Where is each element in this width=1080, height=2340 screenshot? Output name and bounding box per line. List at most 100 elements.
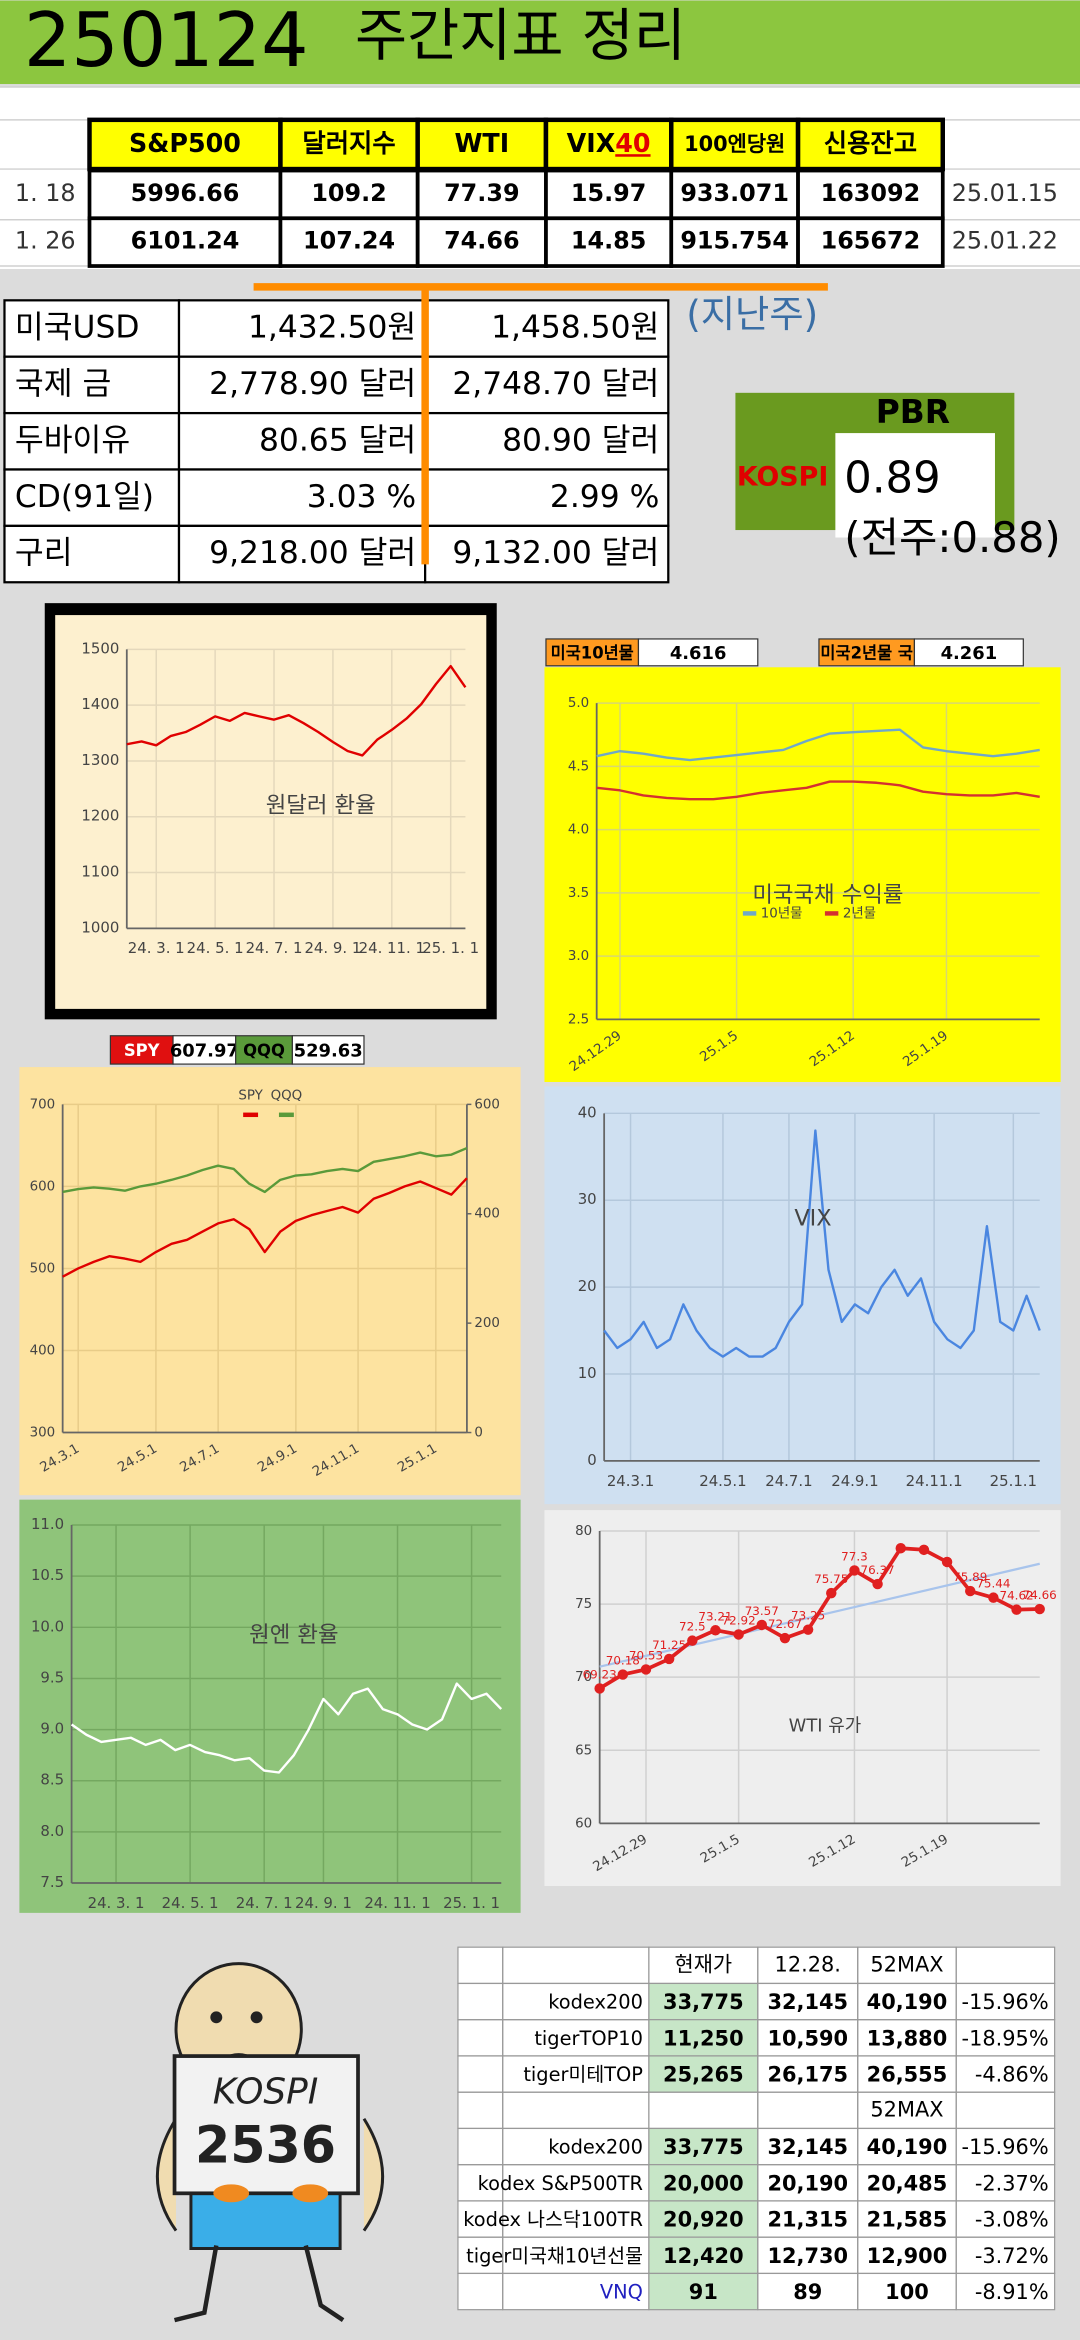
data-point	[849, 1565, 860, 1576]
y-tick-label: 0	[587, 1451, 596, 1469]
legend-label: SPY	[238, 1088, 263, 1103]
y-tick-label: 300	[30, 1426, 56, 1441]
x-tick-label: 24. 5. 1	[187, 939, 244, 957]
cell-value: -15.96%	[962, 2135, 1049, 2159]
data-point	[872, 1578, 883, 1590]
cell-value: 25,265	[663, 2063, 744, 2087]
row-label: 두바이유	[15, 422, 130, 458]
row-label: kodex S&P500TR	[478, 2172, 643, 2195]
y2-tick-label: 600	[474, 1097, 500, 1112]
data-point	[594, 1683, 605, 1694]
cell-value: 12,420	[663, 2244, 744, 2268]
row-date: 25.01.15	[952, 179, 1058, 207]
y-tick-label: 75	[575, 1597, 592, 1612]
data-label: 77.3	[841, 1550, 868, 1564]
cell-value: 165672	[821, 227, 921, 255]
chart-title: 원엔 환율	[249, 1622, 338, 1648]
row-label: kodex 나스닥100TR	[463, 2208, 643, 2231]
data-point	[802, 1624, 814, 1635]
cell-value: 26,555	[867, 2063, 948, 2087]
y-tick-label: 10.5	[31, 1566, 64, 1584]
cell-value: 933.071	[680, 179, 789, 207]
cell-value: 11,250	[663, 2026, 744, 2050]
y-tick-label: 4.5	[568, 759, 589, 774]
data-label: 72.67	[768, 1617, 802, 1631]
cell-value: -3.72%	[975, 2244, 1049, 2268]
last-week-label: (지난주)	[686, 292, 818, 336]
pbr-index: KOSPI	[737, 461, 828, 492]
data-label: 72.5	[679, 1620, 706, 1634]
header-value-box	[637, 638, 759, 667]
pbr-previous: (전주:0.88)	[844, 513, 1060, 562]
y-tick-label: 1300	[81, 751, 119, 769]
header-label: 달러지수	[302, 128, 395, 158]
data-point	[1034, 1603, 1045, 1615]
x-tick-label: 25.1.1	[990, 1472, 1037, 1490]
y-tick-label: 40	[578, 1103, 597, 1121]
y-tick-label: 10	[578, 1364, 597, 1382]
x-tick-label: 24.7.1	[765, 1472, 812, 1490]
cell-value: 163092	[821, 179, 921, 207]
cell-value: 20,485	[867, 2171, 948, 2195]
cell	[669, 168, 800, 221]
cell-value: 26,175	[767, 2063, 848, 2087]
row-label: tiger미국채10년선물	[466, 2244, 643, 2267]
data-point	[941, 1556, 953, 1568]
data-point	[663, 1653, 675, 1665]
pbr-value: 0.89	[844, 453, 940, 503]
y2-tick-label: 400	[474, 1207, 500, 1222]
cell-value: -4.86%	[975, 2063, 1049, 2087]
cell-value: 12,730	[767, 2244, 848, 2268]
current-cell	[648, 2019, 758, 2056]
y-tick-label: 4.0	[568, 823, 589, 838]
data-label: 70.53	[629, 1649, 663, 1663]
y-tick-label: 1500	[81, 639, 119, 657]
cell	[177, 411, 427, 471]
y-tick-label: 20	[578, 1277, 597, 1295]
sign-value: 2536	[195, 2116, 336, 2175]
header-label-box	[818, 638, 916, 667]
data-label: 76.37	[861, 1563, 895, 1577]
cell-value: 20,000	[663, 2171, 744, 2195]
data-point	[710, 1625, 721, 1636]
cell-value: 9,132.00 달러	[452, 535, 659, 571]
header-label: S&P500	[129, 128, 241, 158]
chart-background	[544, 1510, 1061, 1887]
data-label: 73.25	[791, 1609, 825, 1623]
y-tick-label: 60	[575, 1816, 592, 1831]
y-tick-label: 30	[578, 1190, 597, 1208]
cell-value: 915.754	[680, 227, 789, 255]
cell-value: 33,775	[663, 1990, 744, 2014]
current-cell	[648, 1983, 758, 2020]
cell	[424, 299, 670, 358]
y-tick-label: 600	[30, 1179, 56, 1194]
cell-value: 100	[885, 2280, 929, 2304]
x-tick-label: 25. 1. 1	[422, 939, 479, 957]
data-label: 75.89	[953, 1570, 987, 1584]
current-cell	[648, 2200, 758, 2238]
cell-value: -18.95%	[962, 2026, 1049, 2050]
y2-tick-label: 200	[474, 1316, 500, 1331]
y-tick-label: 700	[30, 1097, 56, 1112]
cell	[3, 524, 181, 584]
y-tick-label: 1100	[81, 863, 119, 881]
cell-value: 80.90 달러	[502, 422, 659, 458]
y2-tick-label: 0	[474, 1426, 483, 1441]
header-title: 주간지표 정리	[355, 3, 686, 69]
cell-value: 74.66	[444, 227, 519, 255]
row-label: 국제 금	[15, 366, 111, 402]
data-label: 72.92	[722, 1614, 756, 1628]
cell-value: 80.65 달러	[259, 422, 416, 458]
cell-value: 40,190	[867, 2135, 948, 2159]
cell	[544, 216, 674, 268]
header-label: 신용잔고	[824, 128, 917, 158]
column-header: 52MAX	[870, 2097, 943, 2121]
row-label: 1. 18	[15, 179, 76, 207]
y-tick-label: 500	[30, 1261, 56, 1276]
header-value: 607.97	[170, 1040, 239, 1061]
data-point	[687, 1635, 698, 1646]
row-label: 1. 26	[15, 227, 76, 255]
data-point	[988, 1592, 999, 1603]
x-tick-label: 24. 11. 1	[359, 939, 425, 957]
